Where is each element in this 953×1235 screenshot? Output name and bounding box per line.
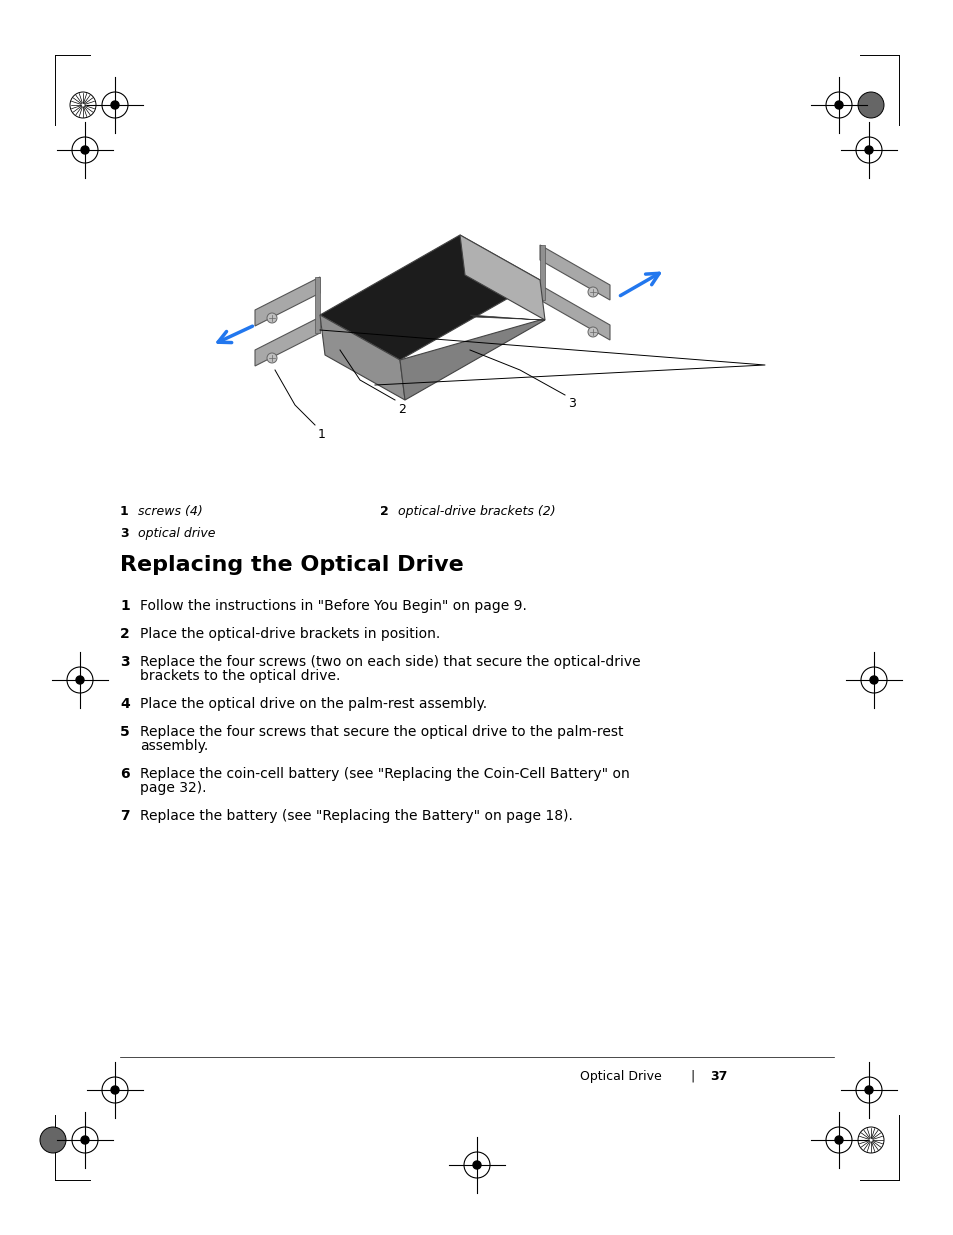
Text: Follow the instructions in "Before You Begin" on page 9.: Follow the instructions in "Before You B… bbox=[140, 599, 526, 613]
Polygon shape bbox=[539, 245, 544, 300]
Text: 2: 2 bbox=[379, 505, 388, 517]
Polygon shape bbox=[254, 317, 319, 366]
Polygon shape bbox=[319, 315, 405, 400]
Circle shape bbox=[81, 146, 89, 154]
Circle shape bbox=[857, 91, 883, 119]
Circle shape bbox=[869, 676, 877, 684]
Circle shape bbox=[76, 676, 84, 684]
Text: 2: 2 bbox=[397, 403, 405, 416]
Text: brackets to the optical drive.: brackets to the optical drive. bbox=[140, 669, 340, 683]
Text: 1: 1 bbox=[120, 505, 129, 517]
Circle shape bbox=[70, 91, 96, 119]
Text: Replace the four screws (two on each side) that secure the optical-drive: Replace the four screws (two on each sid… bbox=[140, 655, 640, 669]
Text: optical-drive brackets (2): optical-drive brackets (2) bbox=[397, 505, 555, 517]
Polygon shape bbox=[539, 285, 609, 340]
Text: Replacing the Optical Drive: Replacing the Optical Drive bbox=[120, 555, 463, 576]
Circle shape bbox=[473, 1161, 480, 1170]
Circle shape bbox=[40, 1128, 66, 1153]
Circle shape bbox=[111, 1086, 119, 1094]
Text: 2: 2 bbox=[120, 627, 130, 641]
Text: Replace the four screws that secure the optical drive to the palm-rest: Replace the four screws that secure the … bbox=[140, 725, 623, 739]
Text: 3: 3 bbox=[120, 655, 130, 669]
Text: 37: 37 bbox=[709, 1070, 726, 1083]
Polygon shape bbox=[399, 320, 544, 400]
Polygon shape bbox=[314, 277, 319, 333]
Text: 1: 1 bbox=[120, 599, 130, 613]
Circle shape bbox=[81, 1136, 89, 1144]
Circle shape bbox=[864, 1086, 872, 1094]
Text: screws (4): screws (4) bbox=[138, 505, 203, 517]
Circle shape bbox=[111, 101, 119, 109]
Text: 4: 4 bbox=[120, 697, 130, 711]
Circle shape bbox=[267, 312, 276, 324]
Text: optical drive: optical drive bbox=[138, 527, 215, 540]
Text: Replace the battery (see "Replacing the Battery" on page 18).: Replace the battery (see "Replacing the … bbox=[140, 809, 572, 823]
Polygon shape bbox=[539, 245, 609, 300]
Text: Place the optical drive on the palm-rest assembly.: Place the optical drive on the palm-rest… bbox=[140, 697, 487, 711]
Polygon shape bbox=[319, 235, 539, 359]
Text: Optical Drive: Optical Drive bbox=[579, 1070, 661, 1083]
Circle shape bbox=[587, 287, 598, 296]
Circle shape bbox=[834, 101, 842, 109]
Circle shape bbox=[864, 146, 872, 154]
Text: page 32).: page 32). bbox=[140, 781, 206, 795]
Text: 3: 3 bbox=[567, 396, 576, 410]
Polygon shape bbox=[459, 235, 544, 320]
Circle shape bbox=[587, 327, 598, 337]
Text: |: | bbox=[689, 1070, 694, 1083]
Text: 7: 7 bbox=[120, 809, 130, 823]
Circle shape bbox=[857, 1128, 883, 1153]
Text: 5: 5 bbox=[120, 725, 130, 739]
Circle shape bbox=[267, 353, 276, 363]
Text: 1: 1 bbox=[317, 429, 326, 441]
Text: 6: 6 bbox=[120, 767, 130, 781]
Text: 3: 3 bbox=[120, 527, 129, 540]
Circle shape bbox=[834, 1136, 842, 1144]
Polygon shape bbox=[254, 277, 319, 326]
Text: assembly.: assembly. bbox=[140, 739, 208, 753]
Text: Replace the coin-cell battery (see "Replacing the Coin-Cell Battery" on: Replace the coin-cell battery (see "Repl… bbox=[140, 767, 629, 781]
Polygon shape bbox=[470, 315, 544, 320]
Text: Place the optical-drive brackets in position.: Place the optical-drive brackets in posi… bbox=[140, 627, 439, 641]
